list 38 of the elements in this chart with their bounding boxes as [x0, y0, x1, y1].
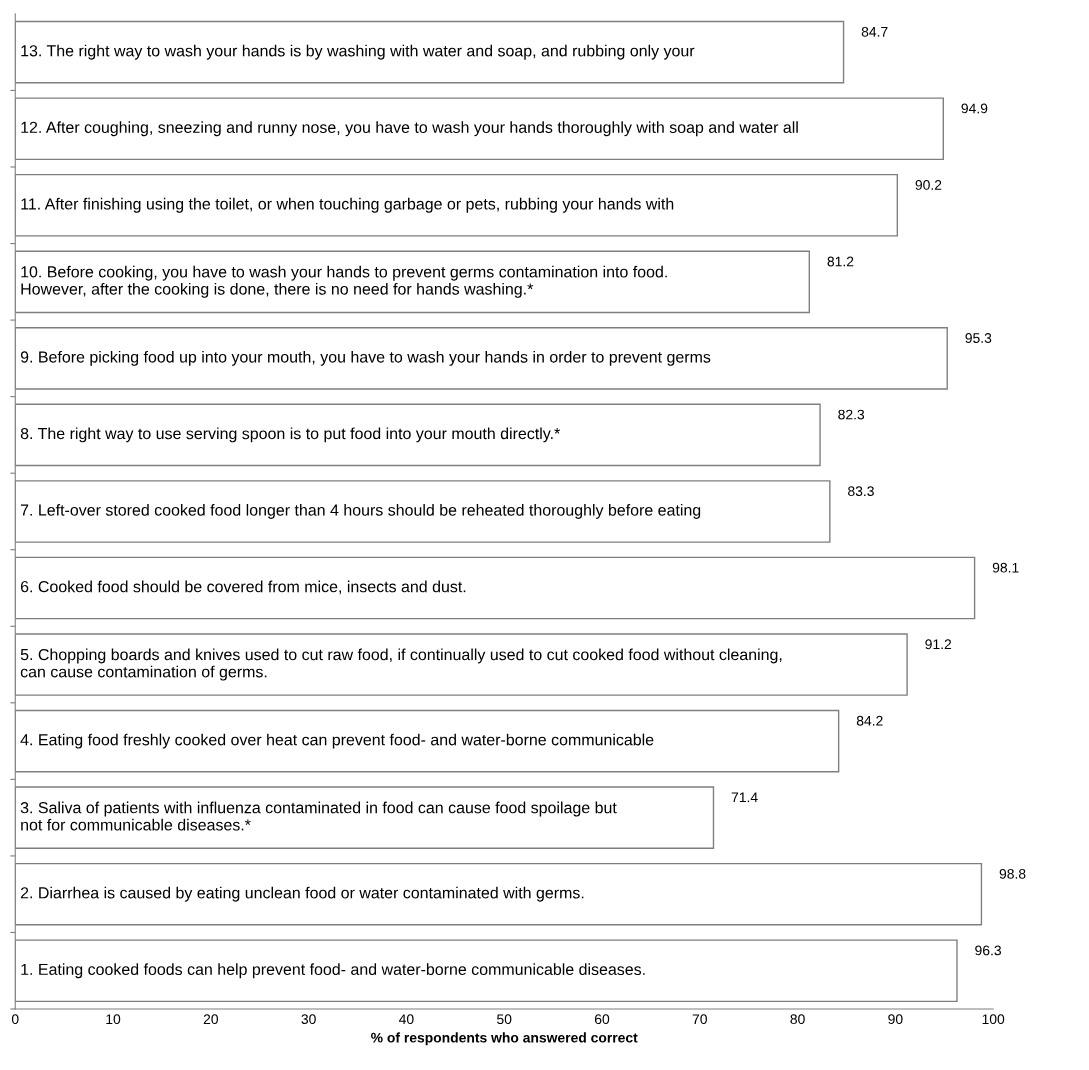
- data-label: 95.3: [965, 333, 992, 343]
- data-label: 84.7: [861, 26, 888, 37]
- y-tick-label: 3. Saliva of patients with influenza contaminated in food can cause food spoilage but not for communicable diseases.*: [20, 801, 617, 831]
- y-tick-label: 8. The right way to use serving spoon is to put food into your mouth directly.*: [20, 427, 560, 443]
- x-tick-label: 20: [203, 1014, 219, 1025]
- data-label: 98.8: [999, 868, 1026, 879]
- y-tick-label: 1. Eating cooked foods can help prevent food- and water-borne communicable diseases.: [21, 963, 645, 979]
- y-tick-label: 13. The right way to wash your hands is by washing with water and soap, and rubbing only your: [21, 44, 695, 60]
- y-tick-label: 2. Diarrhea is caused by eating unclean food or water contaminated with germs.: [20, 886, 584, 902]
- x-tick-label: 30: [301, 1014, 316, 1025]
- x-tick-label: 70: [692, 1014, 707, 1025]
- x-axis-title: % of respondents who answered correct: [371, 1032, 638, 1046]
- x-tick-label: 60: [594, 1014, 610, 1025]
- x-tick-label: 100: [982, 1014, 1005, 1025]
- y-tick-label: 10. Before cooking, you have to wash your hands to prevent germs contamination into food. However, after the cooking is done, there is no need for hands washing.*: [21, 265, 667, 298]
- data-label: 84.2: [856, 715, 883, 726]
- x-tick-label: 80: [790, 1014, 805, 1025]
- x-tick-label: 90: [888, 1014, 903, 1025]
- x-tick-label: 0: [11, 1014, 19, 1025]
- data-label: 90.2: [915, 180, 942, 190]
- y-tick-label: 5. Chopping boards and knives used to cut raw food, if continually used to cut cooked food without cleaning, can cause contamination of germs.: [20, 648, 782, 681]
- data-label: 83.3: [848, 486, 874, 497]
- data-label: 81.2: [827, 256, 854, 267]
- x-tick-label: 10: [106, 1014, 121, 1025]
- y-tick-label: 4. Eating food freshly cooked over heat can prevent food- and water-borne communicable: [20, 733, 654, 749]
- data-label: 96.3: [975, 945, 1002, 956]
- data-label: 82.3: [838, 409, 865, 420]
- y-tick-label: 12. After coughing, sneezing and runny nose, you have to wash your hands thoroughly with soap and water all: [21, 121, 798, 137]
- y-tick-label: 6. Cooked food should be covered from mice, insects and dust.: [20, 580, 466, 595]
- data-label: 94.9: [961, 103, 988, 114]
- data-label: 91.2: [925, 639, 952, 650]
- y-tick-label: 11. After finishing using the toilet, or when touching garbage or pets, rubbing your hands with: [21, 197, 674, 213]
- y-tick-label: 7. Left-over stored cooked food longer than 4 hours should be reheated thoroughly before eating: [20, 504, 701, 519]
- data-label: 98.1: [992, 562, 1019, 573]
- x-tick-label: 40: [399, 1014, 414, 1025]
- y-tick-label: 9. Before picking food up into your mouth, you have to wash your hands in order to prevent germs: [20, 350, 711, 366]
- x-tick-label: 50: [497, 1014, 512, 1025]
- data-label: 71.4: [731, 792, 758, 803]
